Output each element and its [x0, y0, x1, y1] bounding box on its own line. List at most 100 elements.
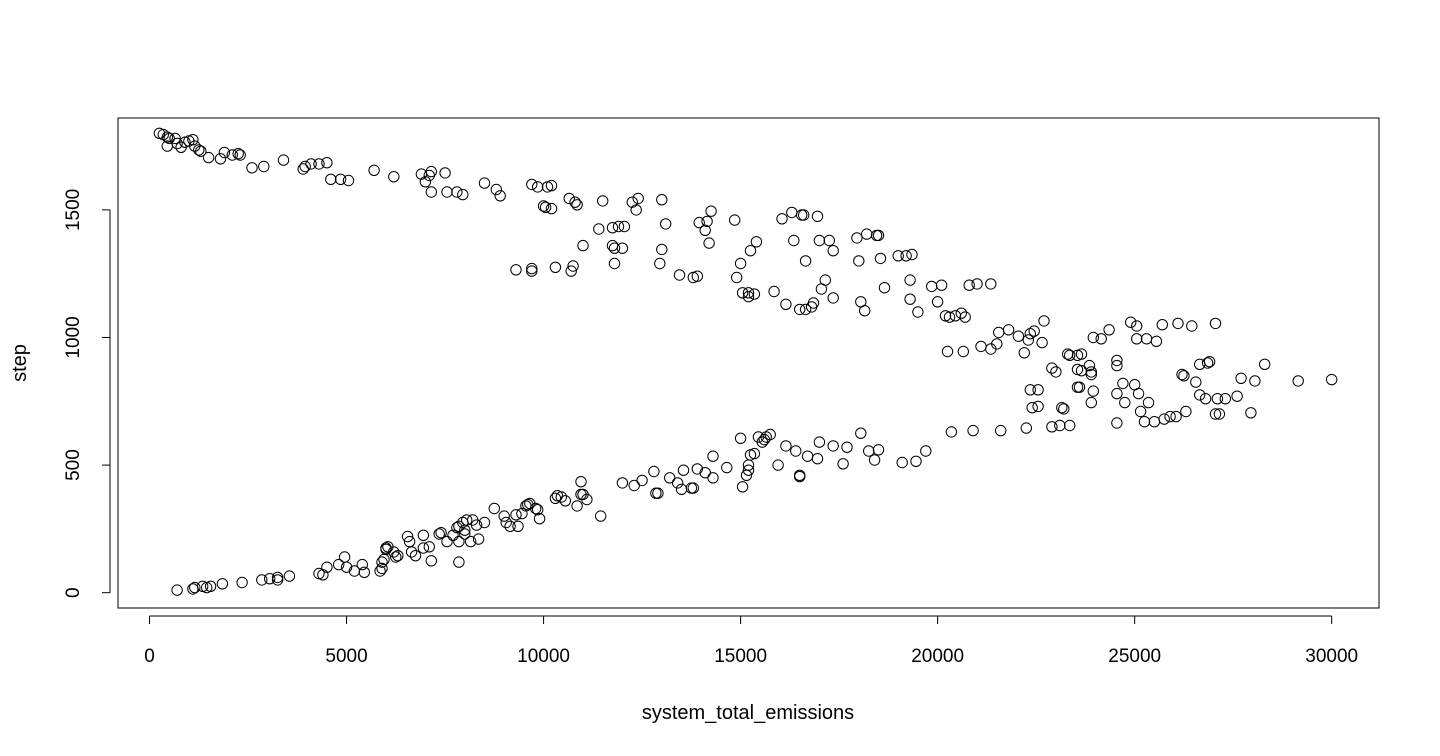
data-point — [342, 174, 355, 187]
data-point — [1111, 359, 1123, 372]
data-point — [563, 192, 575, 205]
data-point — [656, 194, 668, 206]
data-point — [510, 509, 522, 521]
data-point — [1125, 316, 1137, 328]
data-point — [419, 176, 432, 188]
data-point — [532, 181, 544, 193]
data-point — [451, 186, 463, 198]
data-point — [813, 436, 826, 448]
data-point — [1022, 334, 1035, 346]
data-point — [935, 279, 948, 291]
data-point — [1259, 358, 1271, 370]
data-point — [1038, 315, 1050, 327]
data-point — [1176, 368, 1188, 381]
data-point — [811, 210, 824, 223]
data-point — [748, 447, 761, 460]
data-point — [628, 479, 640, 492]
data-point — [827, 245, 839, 257]
data-point — [577, 239, 589, 252]
data-point — [764, 428, 776, 441]
data-point — [1131, 333, 1143, 345]
data-point — [1156, 319, 1169, 331]
data-point — [1024, 328, 1037, 340]
data-point — [195, 145, 207, 157]
data-point — [673, 269, 686, 281]
data-point — [189, 581, 201, 594]
data-point — [1326, 373, 1338, 386]
data-point — [1134, 405, 1147, 418]
data-point — [699, 467, 711, 479]
data-point — [744, 245, 757, 257]
data-point — [193, 144, 205, 156]
data-point — [575, 476, 587, 488]
data-point — [214, 153, 227, 165]
data-point — [612, 220, 625, 233]
data-point — [1058, 403, 1070, 415]
data-point — [606, 222, 619, 234]
data-point — [171, 137, 183, 150]
data-point — [234, 149, 246, 161]
data-point — [246, 162, 258, 174]
data-point — [731, 271, 743, 284]
data-point — [926, 280, 938, 293]
data-point — [409, 550, 422, 562]
data-point — [226, 149, 239, 161]
data-point — [1209, 408, 1222, 420]
data-point — [1087, 385, 1100, 397]
data-point — [447, 529, 459, 541]
data-point — [313, 158, 325, 170]
x-tick-label: 0 — [144, 646, 155, 667]
data-point — [959, 311, 971, 323]
data-point — [1028, 325, 1040, 337]
data-point — [1186, 320, 1198, 332]
data-point — [1046, 362, 1058, 374]
data-point — [530, 502, 542, 515]
data-point — [433, 528, 445, 540]
data-point — [1180, 405, 1192, 418]
data-point — [904, 274, 916, 286]
data-point — [671, 477, 684, 489]
data-point — [1075, 365, 1088, 377]
data-point — [1054, 419, 1066, 432]
data-point — [425, 186, 437, 198]
data-point — [1178, 370, 1190, 382]
data-point — [232, 148, 244, 160]
data-point — [896, 456, 908, 469]
data-point — [441, 535, 453, 548]
data-point — [955, 307, 967, 319]
data-point — [608, 257, 621, 270]
data-point — [425, 165, 437, 178]
data-point — [1138, 416, 1151, 428]
data-point — [549, 261, 562, 273]
data-point — [1111, 354, 1123, 367]
data-point — [488, 502, 500, 515]
data-point — [799, 255, 812, 267]
data-point — [218, 146, 231, 159]
data-point — [780, 298, 792, 310]
data-point — [161, 131, 174, 143]
data-point — [794, 303, 806, 316]
data-point — [707, 450, 719, 462]
data-point — [1087, 331, 1100, 344]
data-point — [380, 542, 392, 554]
data-point — [1064, 419, 1076, 432]
data-point — [1036, 336, 1048, 349]
data-point — [305, 158, 317, 170]
data-point — [705, 205, 717, 217]
data-point — [494, 190, 506, 202]
data-point — [1050, 366, 1062, 378]
data-point — [1064, 349, 1076, 361]
data-point — [707, 472, 719, 484]
y-tick-label: 1500 — [63, 189, 84, 231]
y-tick-label: 500 — [63, 449, 84, 481]
data-point — [699, 224, 711, 237]
data-point — [618, 220, 631, 233]
data-point — [660, 218, 672, 230]
data-point — [338, 551, 351, 563]
data-point — [1026, 402, 1038, 414]
data-point — [271, 571, 284, 584]
data-point — [1245, 407, 1257, 419]
data-point — [417, 529, 430, 541]
data-point — [794, 470, 806, 483]
